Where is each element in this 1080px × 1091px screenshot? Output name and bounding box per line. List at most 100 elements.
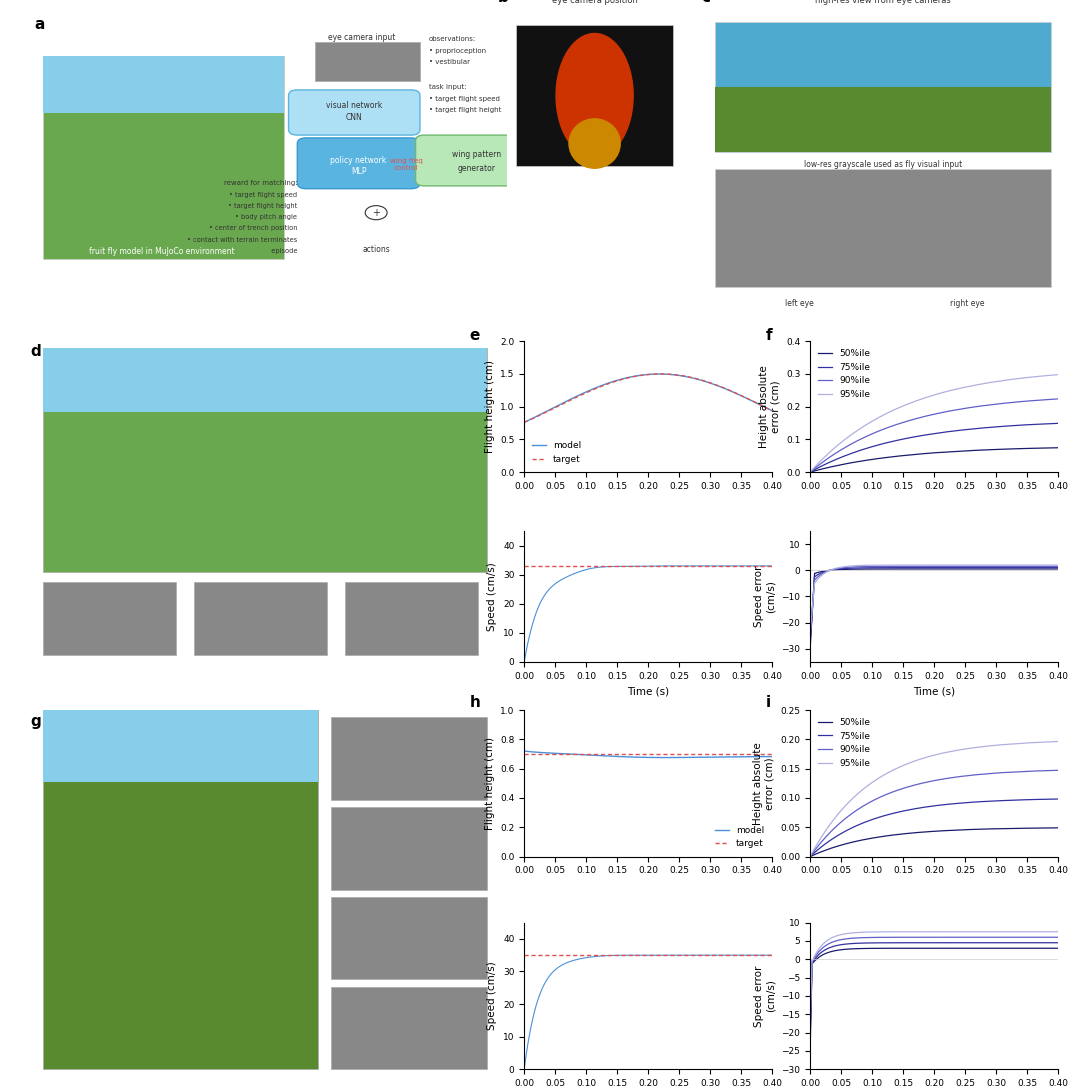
Text: episode: episode bbox=[267, 248, 297, 254]
Text: • proprioception: • proprioception bbox=[429, 48, 486, 53]
90%ile bbox=[804, 850, 816, 863]
Text: high-res view from eye cameras: high-res view from eye cameras bbox=[815, 0, 951, 5]
target bbox=[760, 401, 773, 415]
Legend: 50%ile, 75%ile, 90%ile, 95%ile: 50%ile, 75%ile, 90%ile, 95%ile bbox=[814, 715, 874, 771]
Legend: model, target: model, target bbox=[712, 823, 768, 852]
FancyBboxPatch shape bbox=[43, 56, 284, 260]
95%ile bbox=[804, 850, 816, 863]
Text: reward for matching:: reward for matching: bbox=[224, 180, 297, 187]
50%ile bbox=[1052, 441, 1065, 454]
Text: • contact with terrain terminates: • contact with terrain terminates bbox=[187, 237, 297, 242]
50%ile bbox=[1008, 442, 1021, 455]
Line: model: model bbox=[524, 751, 772, 757]
75%ile bbox=[1045, 792, 1058, 805]
Y-axis label: Speed error
(cm/s): Speed error (cm/s) bbox=[754, 966, 775, 1027]
model bbox=[666, 368, 679, 381]
Text: g: g bbox=[30, 714, 41, 729]
model bbox=[766, 751, 779, 764]
Circle shape bbox=[365, 205, 387, 219]
75%ile bbox=[1008, 793, 1021, 806]
75%ile bbox=[923, 428, 936, 441]
75%ile bbox=[951, 424, 964, 437]
Text: • body pitch angle: • body pitch angle bbox=[235, 214, 297, 220]
90%ile bbox=[921, 409, 934, 422]
FancyBboxPatch shape bbox=[345, 582, 477, 656]
95%ile bbox=[1052, 735, 1065, 748]
Text: low-res grayscale used as fly visual input: low-res grayscale used as fly visual inp… bbox=[804, 160, 962, 169]
75%ile bbox=[1052, 792, 1065, 805]
95%ile bbox=[1045, 369, 1058, 382]
model bbox=[637, 751, 650, 764]
Text: e: e bbox=[470, 328, 480, 344]
90%ile bbox=[937, 772, 950, 786]
Text: h: h bbox=[470, 695, 481, 710]
75%ile bbox=[951, 796, 964, 810]
90%ile bbox=[1008, 396, 1021, 409]
75%ile bbox=[804, 850, 816, 863]
Line: 75%ile: 75%ile bbox=[810, 799, 1058, 856]
90%ile bbox=[1052, 393, 1065, 406]
FancyBboxPatch shape bbox=[314, 41, 420, 82]
target bbox=[721, 383, 734, 396]
50%ile bbox=[1052, 822, 1065, 835]
X-axis label: Time (s): Time (s) bbox=[914, 686, 956, 696]
Line: 95%ile: 95%ile bbox=[810, 374, 1058, 472]
target bbox=[652, 368, 665, 381]
50%ile bbox=[951, 445, 964, 458]
Text: eye camera position: eye camera position bbox=[552, 0, 637, 5]
Text: d: d bbox=[30, 345, 41, 359]
Line: 50%ile: 50%ile bbox=[810, 447, 1058, 472]
Line: 50%ile: 50%ile bbox=[810, 828, 1058, 856]
75%ile bbox=[804, 466, 816, 479]
Y-axis label: Speed (cm/s): Speed (cm/s) bbox=[487, 961, 498, 1030]
Y-axis label: Flight height (cm): Flight height (cm) bbox=[485, 736, 495, 830]
95%ile bbox=[804, 466, 816, 479]
FancyBboxPatch shape bbox=[43, 710, 319, 782]
model bbox=[652, 368, 665, 381]
Text: actions: actions bbox=[362, 245, 390, 254]
FancyBboxPatch shape bbox=[715, 87, 1052, 152]
model bbox=[652, 751, 665, 764]
FancyBboxPatch shape bbox=[43, 348, 487, 411]
FancyBboxPatch shape bbox=[43, 710, 319, 1069]
50%ile bbox=[804, 466, 816, 479]
target bbox=[666, 368, 679, 381]
95%ile bbox=[1008, 738, 1021, 751]
FancyBboxPatch shape bbox=[43, 582, 176, 656]
90%ile bbox=[951, 403, 964, 416]
95%ile bbox=[937, 746, 950, 759]
Text: • center of trench position: • center of trench position bbox=[208, 226, 297, 231]
Text: c: c bbox=[701, 0, 710, 5]
target bbox=[636, 369, 649, 382]
Text: observations:: observations: bbox=[429, 36, 476, 43]
FancyBboxPatch shape bbox=[297, 137, 420, 189]
Text: f: f bbox=[766, 328, 772, 344]
95%ile bbox=[937, 385, 950, 398]
Line: model: model bbox=[524, 374, 772, 422]
50%ile bbox=[937, 824, 950, 837]
model bbox=[637, 369, 650, 382]
Text: • target flight height: • target flight height bbox=[228, 203, 297, 208]
75%ile bbox=[937, 425, 950, 439]
model bbox=[652, 368, 665, 381]
95%ile bbox=[1052, 368, 1065, 381]
Circle shape bbox=[556, 34, 633, 158]
Text: CNN: CNN bbox=[346, 112, 363, 121]
Line: target: target bbox=[524, 374, 772, 422]
FancyBboxPatch shape bbox=[715, 169, 1052, 287]
90%ile bbox=[923, 775, 936, 788]
FancyBboxPatch shape bbox=[43, 348, 487, 572]
target bbox=[517, 416, 530, 429]
50%ile bbox=[923, 825, 936, 838]
Y-axis label: Height absolute
error (cm): Height absolute error (cm) bbox=[753, 742, 774, 825]
Y-axis label: Speed (cm/s): Speed (cm/s) bbox=[487, 562, 498, 631]
Text: • vestibular: • vestibular bbox=[429, 59, 470, 64]
50%ile bbox=[804, 850, 816, 863]
50%ile bbox=[1045, 442, 1058, 455]
model bbox=[760, 750, 773, 763]
95%ile bbox=[921, 391, 934, 404]
75%ile bbox=[1045, 417, 1058, 430]
Text: visual network: visual network bbox=[326, 101, 382, 110]
target bbox=[637, 369, 650, 382]
75%ile bbox=[921, 428, 934, 441]
